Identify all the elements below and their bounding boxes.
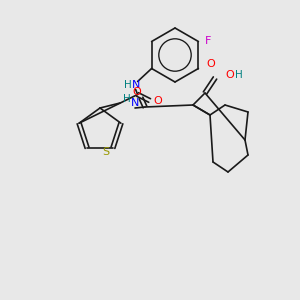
Text: H: H [124, 80, 131, 89]
Text: O: O [133, 87, 141, 97]
Text: O: O [226, 70, 234, 80]
Text: S: S [102, 147, 110, 157]
Text: H: H [235, 70, 243, 80]
Text: N: N [131, 98, 139, 108]
Text: H: H [123, 94, 131, 104]
Text: F: F [205, 37, 212, 46]
Text: N: N [131, 80, 140, 89]
Text: O: O [153, 95, 162, 106]
Text: O: O [207, 59, 215, 69]
